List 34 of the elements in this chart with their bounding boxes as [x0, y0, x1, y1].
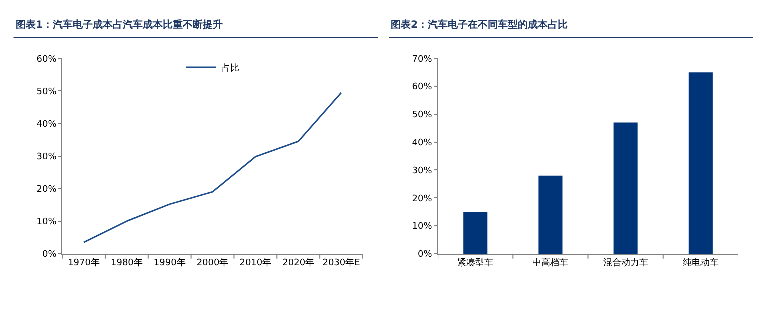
y-tick-label: 50% — [412, 110, 433, 121]
y-tick-label: 40% — [36, 120, 58, 130]
x-tick-label: 2020年 — [282, 258, 315, 269]
x-tick-label: 1980年 — [110, 258, 143, 269]
x-tick-label: 中高档车 — [532, 258, 569, 269]
y-tick-label: 10% — [412, 222, 433, 232]
x-tick-label: 2010年 — [240, 258, 272, 269]
y-tick-label: 30% — [36, 152, 58, 162]
y-tick-label: 70% — [412, 54, 433, 65]
x-tick-label: 2030年E — [322, 258, 361, 269]
y-tick-label: 0% — [418, 250, 433, 260]
chart-title: 图表2：汽车电子在不同车型的成本占比 — [391, 19, 568, 31]
x-tick-label: 1990年 — [154, 258, 186, 269]
chart-title: 图表1：汽车电子成本占汽车成本比重不断提升 — [16, 19, 223, 31]
y-tick-label: 20% — [36, 184, 58, 195]
bar — [538, 176, 563, 254]
y-tick-label: 0% — [42, 250, 58, 260]
bar — [688, 72, 713, 254]
y-tick-label: 10% — [36, 218, 58, 228]
line-series — [83, 92, 342, 244]
x-tick-label: 混合动力车 — [603, 258, 648, 269]
y-tick-label: 50% — [36, 87, 58, 98]
x-tick-label: 1970年 — [68, 258, 100, 269]
bar — [464, 212, 488, 254]
legend-label: 占比 — [221, 63, 240, 74]
x-tick-label: 2000年 — [196, 258, 229, 269]
bar — [614, 122, 638, 254]
y-tick-label: 40% — [412, 138, 433, 148]
x-tick-label: 紧凑型车 — [458, 258, 494, 269]
x-tick-label: 纯电动车 — [682, 258, 719, 269]
y-tick-label: 60% — [36, 54, 58, 65]
y-tick-label: 20% — [412, 194, 433, 204]
y-tick-label: 30% — [412, 166, 433, 176]
y-tick-label: 60% — [412, 82, 433, 93]
